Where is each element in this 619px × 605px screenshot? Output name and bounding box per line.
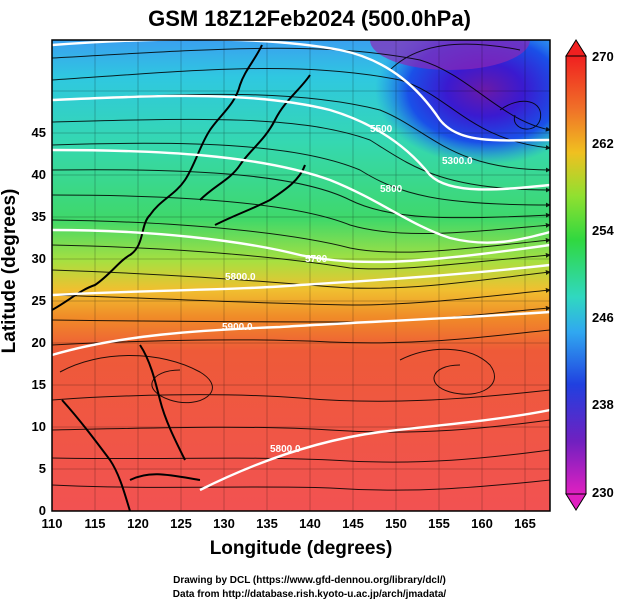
y-tick-label: 10 (32, 419, 46, 434)
contour-label: 5800.0 (225, 272, 256, 283)
credit-drawing: Drawing by DCL (https://www.gfd-dennou.o… (173, 575, 446, 586)
contour-label: 5300.0 (442, 156, 473, 167)
y-tick-label: 20 (32, 335, 46, 350)
y-tick-label: 45 (32, 125, 46, 140)
y-axis-ticks: 0 5 10 15 20 25 30 35 40 45 (32, 125, 46, 518)
x-tick-label: 120 (127, 516, 149, 531)
x-tick-label: 150 (385, 516, 407, 531)
colorbar-tick-label: 262 (592, 136, 614, 151)
x-axis-title: Longitude (degrees) (209, 538, 393, 559)
contour-label: 5700 (305, 254, 328, 265)
credit-data: Data from http://database.rish.kyoto-u.a… (172, 589, 447, 600)
height-contours (52, 40, 550, 492)
colorbar-bottom-arrow (565, 493, 587, 511)
colorbar-tick-label: 270 (592, 49, 614, 64)
x-tick-label: 160 (471, 516, 493, 531)
colorbar-top-arrow (565, 39, 587, 57)
x-tick-label: 145 (342, 516, 364, 531)
x-tick-label: 115 (85, 516, 106, 531)
x-tick-label: 165 (514, 516, 536, 531)
contour-label: 5900.0 (222, 322, 253, 333)
x-tick-label: 125 (170, 516, 192, 531)
coastlines (52, 44, 311, 511)
y-axis-title: Latitude (degrees) (0, 188, 20, 354)
x-tick-label: 130 (213, 516, 235, 531)
colorbar-tick-label: 238 (592, 397, 614, 412)
y-tick-label: 35 (32, 209, 46, 224)
y-tick-label: 40 (32, 167, 46, 182)
contour-label: 5800.0 (270, 444, 301, 455)
contour-label: 5500 (370, 124, 393, 135)
colorbar-tick-label: 254 (592, 223, 614, 238)
colorbar-scale (565, 55, 587, 495)
contour-label: 5800 (380, 184, 403, 195)
y-tick-label: 25 (32, 293, 46, 308)
colorbar-tick-label: 246 (592, 310, 614, 325)
x-tick-label: 140 (299, 516, 321, 531)
x-axis-ticks: 110 115 120 125 130 135 140 145 150 155 … (42, 516, 536, 531)
wind-streamlines (52, 43, 550, 491)
colorbar-tick-label: 230 (592, 485, 614, 500)
y-tick-label: 30 (32, 251, 46, 266)
x-tick-label: 110 (42, 516, 63, 531)
y-tick-label: 5 (39, 461, 46, 476)
x-tick-label: 155 (428, 516, 450, 531)
y-tick-label: 15 (32, 377, 46, 392)
chart-title: GSM 18Z12Feb2024 (500.0hPa) (148, 6, 471, 31)
y-tick-label: 0 (39, 503, 46, 518)
x-tick-label: 135 (256, 516, 278, 531)
contour-label-group: 5300.0 5700 5900.0 5800.0 5800.0 5500 58… (222, 124, 473, 455)
plot-frame (51, 39, 551, 512)
colorbar: 270 262 254 246 238 230 (565, 39, 614, 511)
